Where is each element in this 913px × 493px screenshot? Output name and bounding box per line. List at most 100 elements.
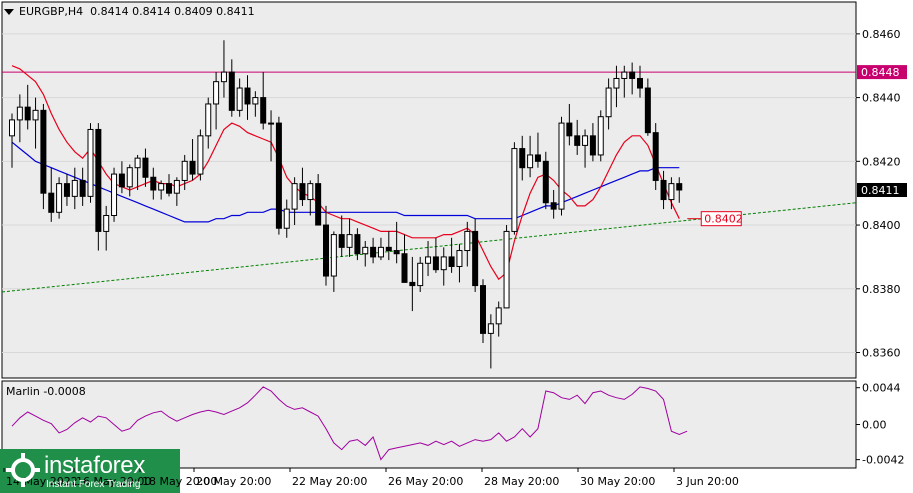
logo-tagline: Instant Forex Trading <box>46 479 141 490</box>
bear-candle-body <box>323 224 329 277</box>
bull-candle-body <box>111 173 118 216</box>
instaforex-logo: instaforex Instant Forex Trading <box>6 452 181 492</box>
candle <box>582 129 589 168</box>
candle <box>205 97 212 149</box>
bear-candle-body <box>118 173 125 188</box>
bull-candle-body <box>71 179 78 197</box>
bull-candle-body <box>134 157 141 169</box>
bull-candle-body <box>126 167 133 188</box>
indicator-series: 0.0044 0.00 -0.0042 <box>11 382 904 467</box>
bear-candle-body <box>354 234 361 255</box>
bull-candle-body <box>527 154 534 169</box>
current-price-label: 0.8411 <box>861 184 900 197</box>
candle <box>260 72 267 130</box>
bull-candle-body <box>503 230 510 309</box>
time-tick-label: 20 May 20:00 <box>196 475 271 488</box>
bull-candle-body <box>456 250 463 267</box>
candle <box>613 65 620 108</box>
candle <box>252 91 259 117</box>
candle <box>158 180 165 200</box>
bear-candle-body <box>24 106 31 121</box>
bull-candle-body <box>582 135 589 146</box>
bull-candle-body <box>362 246 369 255</box>
main-plot-area[interactable] <box>1 1 857 379</box>
bull-candle-body <box>464 230 471 252</box>
bear-candle-body <box>542 160 549 204</box>
candle <box>63 174 70 206</box>
bull-candle-body <box>330 234 337 277</box>
candle <box>126 164 133 197</box>
bull-candle-body <box>307 183 314 201</box>
candle <box>660 170 667 210</box>
candle <box>315 174 322 226</box>
candle <box>79 167 86 206</box>
bear-candle-body <box>432 256 439 271</box>
bull-candle-body <box>425 256 432 264</box>
candle <box>134 154 141 190</box>
candle <box>393 221 400 264</box>
bear-candle-body <box>95 128 102 232</box>
time-tick-label: 18 May 20:00 <box>142 475 217 488</box>
price-tick-label: 0.8460 <box>862 28 901 41</box>
candle <box>166 174 172 197</box>
candle <box>621 65 628 98</box>
candle <box>385 231 392 261</box>
bull-candle-body <box>377 246 384 258</box>
chart-header[interactable]: EURGBP,H4 0.8414 0.8414 0.8409 0.8411 <box>4 5 255 18</box>
bear-candle-body <box>79 179 86 197</box>
bear-candle-body <box>48 192 55 213</box>
ohlc-values: 0.8414 0.8414 0.8409 0.8411 <box>90 5 255 18</box>
bull-candle-body <box>32 109 39 121</box>
candlestick-series <box>9 40 683 369</box>
candle <box>362 240 369 267</box>
candle <box>409 256 416 312</box>
candle <box>566 103 573 146</box>
resistance-price-tag <box>857 65 907 80</box>
bear-candle-body <box>244 87 251 105</box>
candle <box>268 110 275 162</box>
candle <box>550 190 557 219</box>
candle <box>338 215 345 257</box>
bear-candle-body <box>370 246 377 258</box>
candle <box>519 135 526 181</box>
bull-candle-body <box>417 262 424 287</box>
candle <box>377 237 384 261</box>
candle <box>118 161 125 194</box>
bear-candle-body <box>338 234 345 248</box>
candle <box>668 177 675 210</box>
candle <box>142 148 149 187</box>
candle <box>597 110 604 162</box>
logo-name: instaforex <box>44 452 146 479</box>
candle <box>213 72 220 130</box>
bull-candle-body <box>16 106 23 121</box>
symbol-label: EURGBP,H4 <box>19 5 84 18</box>
bear-candle-body <box>315 183 322 226</box>
bull-candle-body <box>440 256 447 271</box>
candle <box>197 129 204 181</box>
price-tick-label: 0.8400 <box>862 219 901 232</box>
bull-candle-body <box>252 97 259 105</box>
candle <box>487 314 494 369</box>
bull-candle-body <box>495 307 502 325</box>
candle <box>644 78 651 136</box>
candle <box>456 244 463 283</box>
candle <box>480 279 486 343</box>
bear-candle-body <box>166 183 172 194</box>
logo-background <box>0 449 180 493</box>
candle <box>87 123 94 203</box>
time-tick-label: 16 May 20:00 <box>76 475 151 488</box>
candle <box>189 139 196 181</box>
bear-candle-body <box>534 154 541 162</box>
dropdown-triangle-icon[interactable] <box>4 9 14 15</box>
candle <box>16 94 23 143</box>
bear-candle-body <box>63 183 70 197</box>
candle <box>71 167 78 210</box>
bull-candle-body <box>558 122 565 210</box>
indicator-tick-label: 0.00 <box>862 419 887 432</box>
bear-candle-body <box>189 160 196 175</box>
bull-candle-body <box>236 87 243 111</box>
candle <box>346 218 353 257</box>
bull-candle-body <box>103 214 110 232</box>
bull-candle-body <box>487 323 494 334</box>
